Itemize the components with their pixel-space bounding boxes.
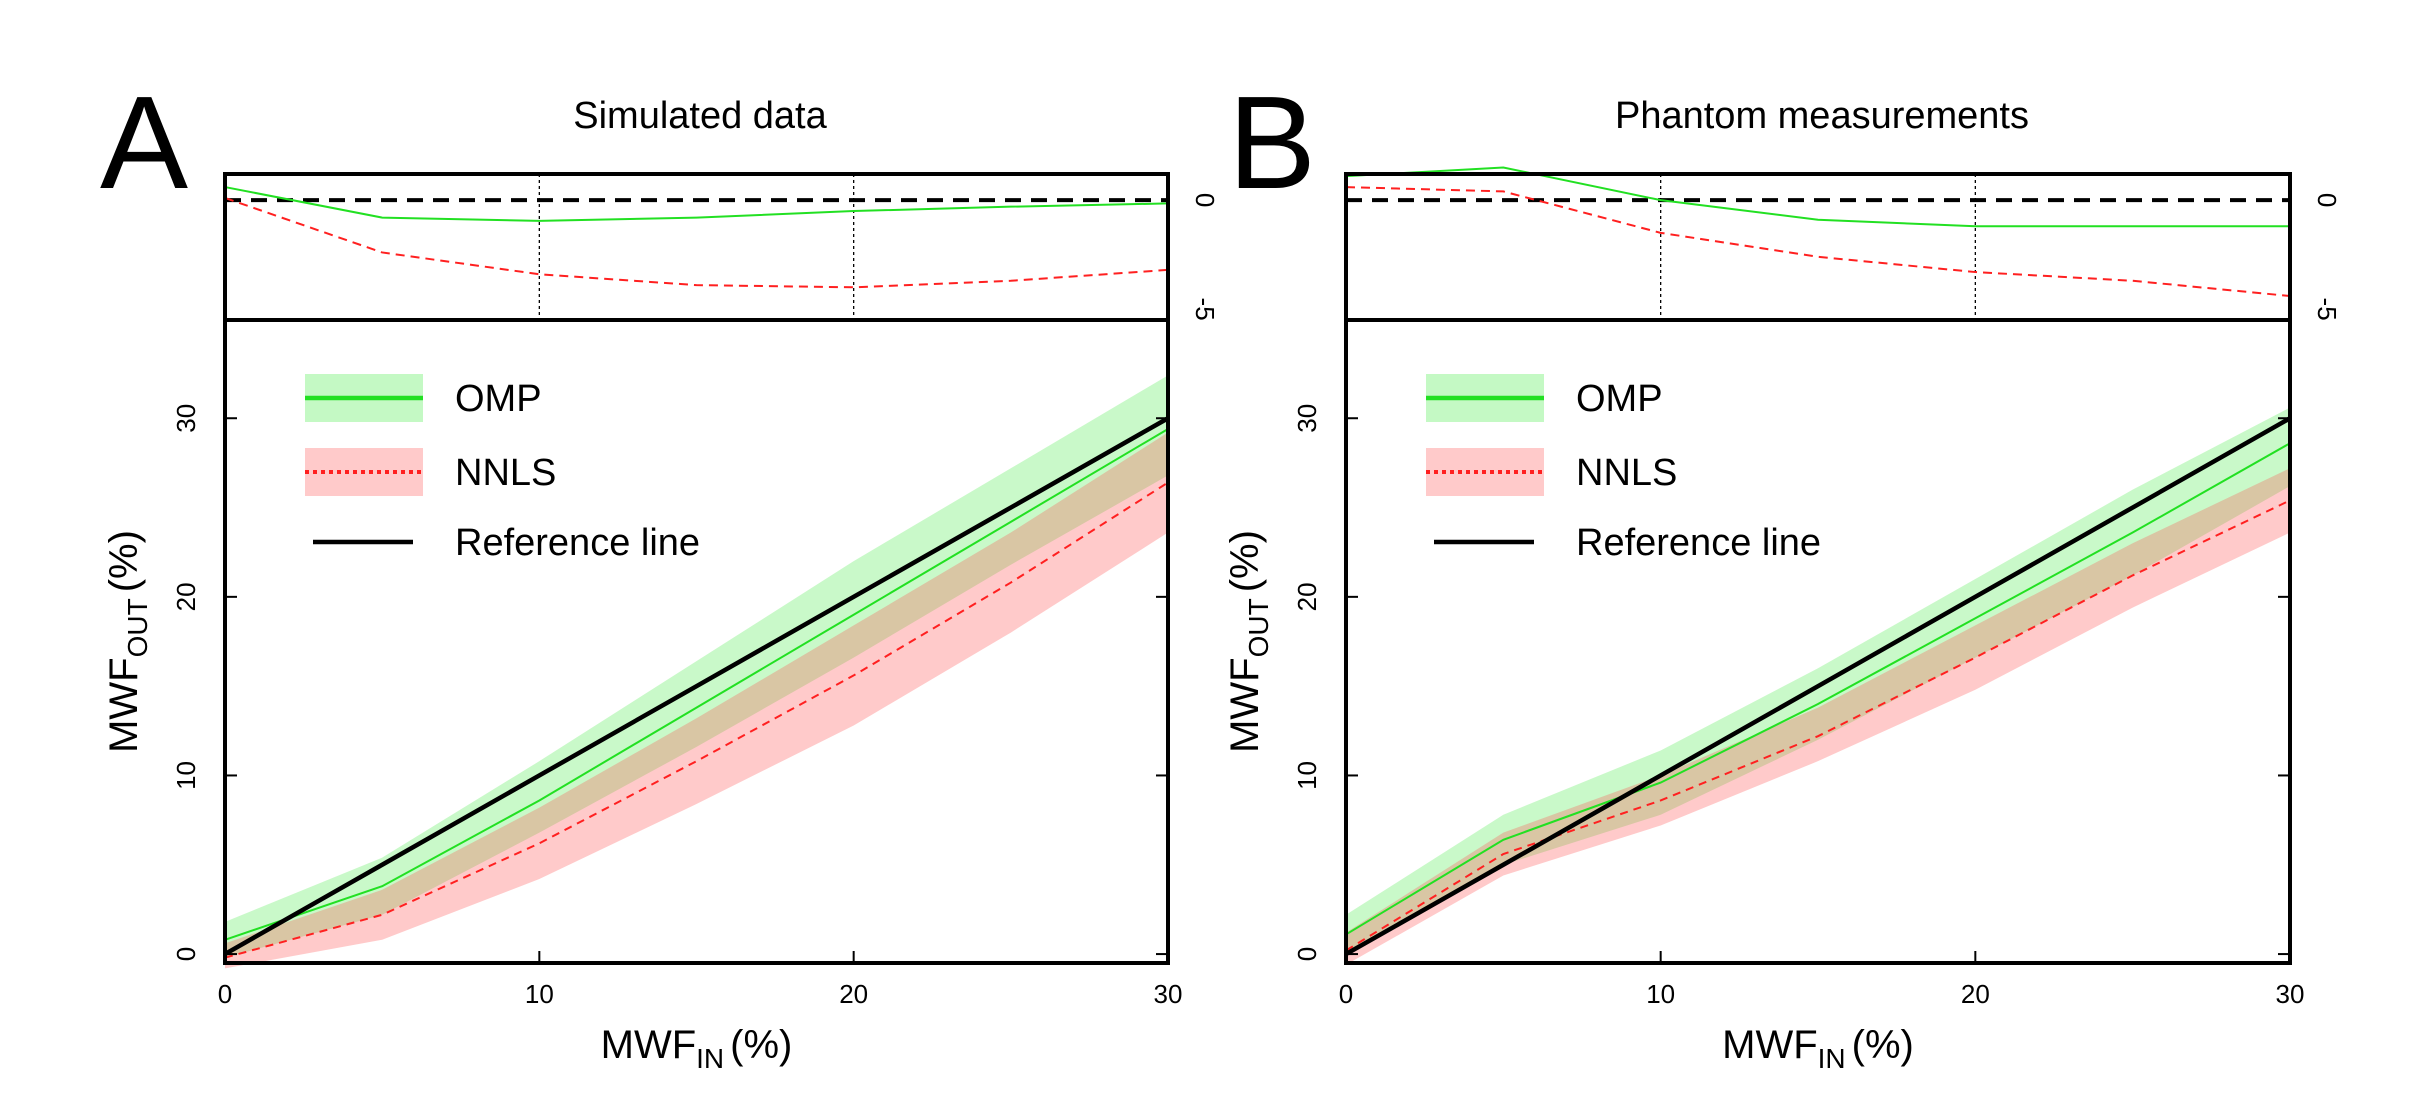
panel-letter: B [1228, 69, 1316, 216]
y-tick-label: 30 [1292, 404, 1322, 433]
x-tick-label: 20 [1961, 979, 1990, 1009]
x-axis-label: MWFIN (%) [1722, 1023, 1914, 1074]
x-tick-label: 10 [1646, 979, 1675, 1009]
legend-label-reference: Reference line [455, 522, 700, 564]
main-plot-frame [223, 318, 1170, 965]
y-axis-label: MWFOUT (%) [102, 530, 153, 753]
diff-tick-label: 0 [1190, 193, 1220, 207]
legend-label-reference: Reference line [1576, 522, 1821, 564]
band-omp [1346, 407, 2290, 955]
x-tick-label: 30 [1154, 979, 1183, 1009]
x-axis-label-main: MWF [601, 1023, 697, 1067]
panel-letter: A [100, 69, 188, 216]
main-plot-frame [1344, 318, 2292, 965]
band-nnls [1346, 468, 2290, 965]
y-axis-label-main: MWF [1223, 657, 1267, 753]
diff-series-nnls [224, 197, 1169, 289]
y-axis-label-main: MWF [102, 657, 146, 753]
diff-series-nnls [1345, 186, 2291, 298]
x-tick-label: 0 [1339, 979, 1353, 1009]
panel-title: Simulated data [573, 95, 827, 137]
diff-plot-frame [1344, 172, 2292, 322]
y-axis-label-unit: (%) [1223, 530, 1267, 592]
legend-label-nnls: NNLS [455, 452, 556, 494]
series-line-omp [1345, 442, 2291, 936]
y-tick-label: 30 [171, 404, 201, 433]
y-axis-label: MWFOUT (%) [1223, 530, 1274, 753]
diff-tick-label: -5 [1190, 298, 1220, 321]
x-axis-label: MWFIN (%) [601, 1023, 793, 1074]
series-line-reference [1344, 416, 2292, 957]
series-line-nnls [224, 481, 1169, 959]
panel-b: B Phantom measurements 0 -5 0 10 20 30 0 10 20 30 MW… [1223, 69, 2342, 1074]
series-line-omp [224, 428, 1169, 941]
legend: OMP NNLS Reference line [305, 374, 700, 564]
legend-label-nnls: NNLS [1576, 452, 1677, 494]
diff-plot-frame [223, 172, 1170, 322]
diff-series-omp [1345, 166, 2290, 228]
x-axis-label-sub: IN [696, 1043, 724, 1074]
x-axis-label-unit: (%) [730, 1023, 792, 1067]
y-axis-label-sub: OUT [1243, 598, 1274, 657]
x-axis-label-sub: IN [1818, 1043, 1846, 1074]
difference-plot: 0 -5 [1344, 166, 2342, 322]
x-tick-label: 30 [2276, 979, 2305, 1009]
y-tick-label: 10 [1292, 761, 1322, 790]
series-line-nnls [1345, 499, 2291, 952]
difference-plot: 0 -5 [223, 172, 1220, 322]
band-nnls [225, 432, 1168, 969]
y-tick-label: 20 [171, 582, 201, 611]
legend: OMP NNLS Reference line [1426, 374, 1821, 564]
x-tick-label: 10 [525, 979, 554, 1009]
legend-label-omp: OMP [1576, 378, 1663, 420]
y-axis-label-unit: (%) [102, 530, 146, 592]
diff-series-omp [224, 186, 1169, 222]
x-tick-label: 0 [218, 979, 232, 1009]
diff-tick-label: -5 [2312, 298, 2342, 321]
x-axis-label-unit: (%) [1852, 1023, 1914, 1067]
y-tick-label: 0 [1292, 947, 1322, 961]
y-tick-label: 10 [171, 761, 201, 790]
x-tick-label: 20 [839, 979, 868, 1009]
y-axis-label-sub: OUT [122, 598, 153, 657]
legend-label-omp: OMP [455, 378, 542, 420]
y-tick-label: 0 [171, 947, 201, 961]
series-line-reference [223, 416, 1170, 957]
y-tick-label: 20 [1292, 582, 1322, 611]
panel-title: Phantom measurements [1615, 95, 2029, 137]
diff-tick-label: 0 [2312, 193, 2342, 207]
x-axis-label-main: MWF [1722, 1023, 1818, 1067]
band-omp [225, 375, 1168, 958]
